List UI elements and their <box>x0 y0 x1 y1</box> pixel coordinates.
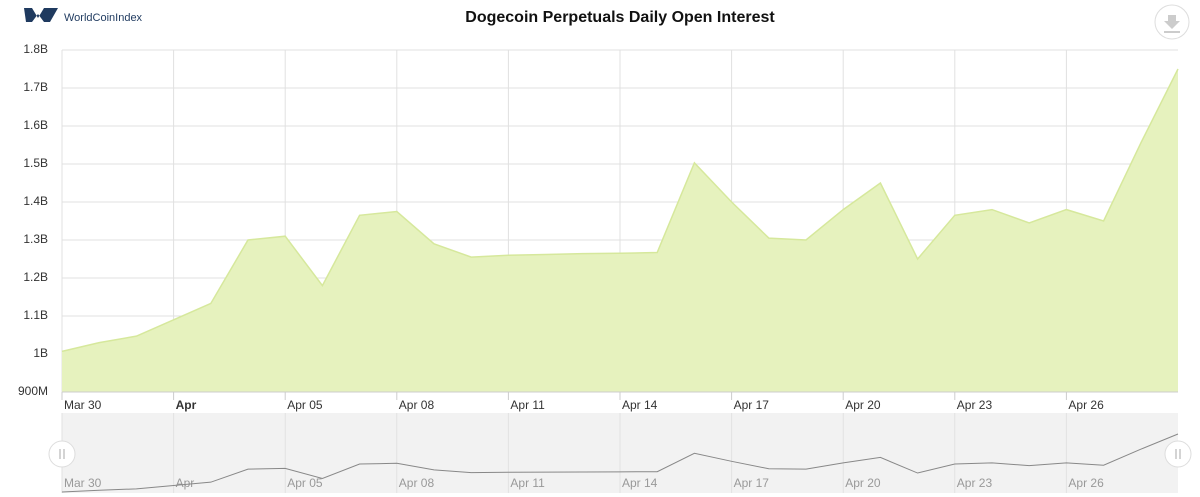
navigator-tick-label: Apr 17 <box>734 476 770 490</box>
y-tick-label: 1.5B <box>23 156 48 170</box>
x-tick-label: Apr 23 <box>957 398 993 412</box>
navigator-tick-label: Apr 26 <box>1068 476 1104 490</box>
navigator-tick-label: Mar 30 <box>64 476 102 490</box>
navigator-line <box>61 433 1179 493</box>
y-tick-label: 1.7B <box>23 80 48 94</box>
brand: WorldCoinIndex <box>64 12 143 24</box>
navigator-handle[interactable] <box>48 440 76 468</box>
area-line <box>61 68 1179 353</box>
navigator-handle-grip[interactable] <box>1175 449 1181 459</box>
x-tick-label: Apr 17 <box>734 398 770 412</box>
navigator-tick-label: Apr 05 <box>287 476 323 490</box>
y-tick-label: 900M <box>18 384 48 398</box>
navigator-tick-label: Apr 08 <box>399 476 435 490</box>
area-fill <box>62 69 1178 392</box>
navigator-handle-grip[interactable] <box>59 449 65 459</box>
y-tick-label: 1.1B <box>23 308 48 322</box>
y-tick-label: 1B <box>33 346 48 360</box>
x-tick-label: Apr 11 <box>510 398 545 412</box>
logo-icon <box>24 8 58 22</box>
y-tick-label: 1.8B <box>23 42 48 56</box>
navigator-tick-label: Apr 14 <box>622 476 658 490</box>
navigator-tick-label: Apr <box>176 476 195 490</box>
navigator-tick-label: Apr 23 <box>957 476 993 490</box>
x-tick-label: Apr 20 <box>845 398 881 412</box>
x-tick-label: Apr <box>176 398 197 412</box>
x-tick-label: Apr 14 <box>622 398 658 412</box>
navigator-tick-label: Apr 20 <box>845 476 881 490</box>
chart-title: Dogecoin Perpetuals Daily Open Interest <box>465 9 775 26</box>
x-tick-label: Mar 30 <box>64 398 102 412</box>
x-tick-label: Apr 05 <box>287 398 323 412</box>
y-tick-label: 1.3B <box>23 232 48 246</box>
download-button[interactable] <box>1154 4 1190 40</box>
download-icon[interactable] <box>1164 15 1180 33</box>
y-tick-label: 1.4B <box>23 194 48 208</box>
x-tick-label: Apr 08 <box>399 398 435 412</box>
y-tick-label: 1.6B <box>23 118 48 132</box>
y-tick-label: 1.2B <box>23 270 48 284</box>
navigator-handle[interactable] <box>1164 440 1192 468</box>
navigator-tick-label: Apr 11 <box>510 476 545 490</box>
logo: WorldCoinIndex <box>24 8 143 24</box>
x-tick-label: Apr 26 <box>1068 398 1104 412</box>
